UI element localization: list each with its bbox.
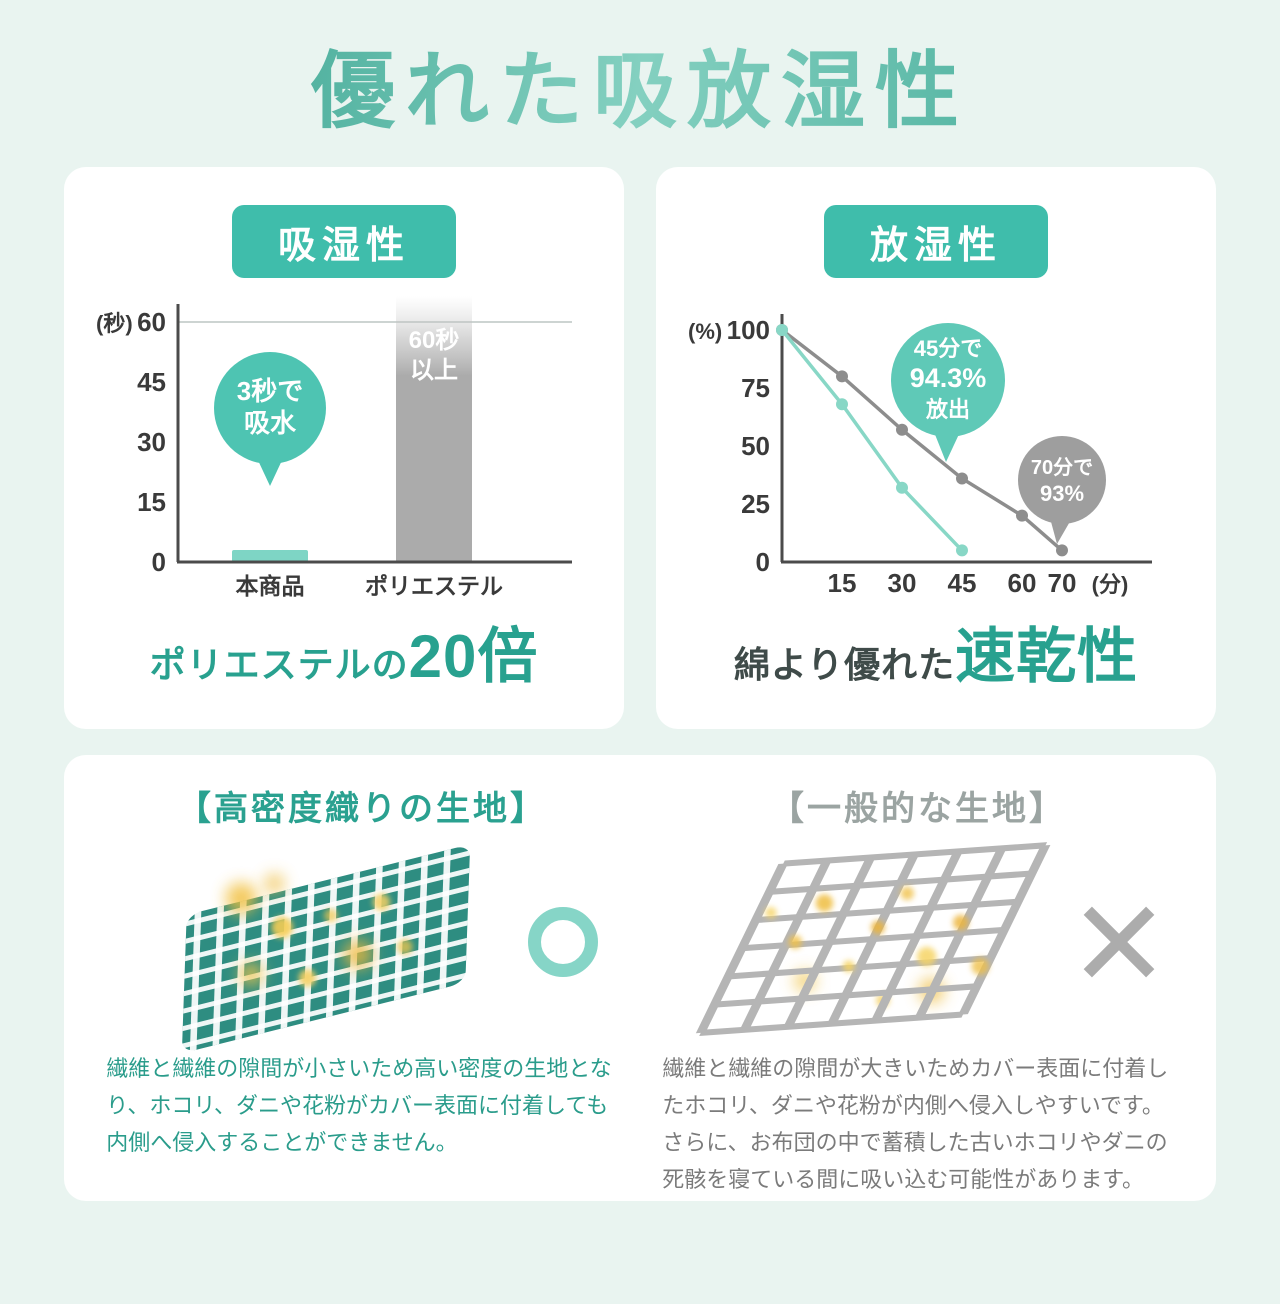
- desorption-caption: 綿より優れた 速乾性: [734, 608, 1138, 695]
- svg-text:本商品: 本商品: [236, 573, 305, 599]
- dense-fabric-heading: 【高密度織りの生地】: [177, 790, 547, 828]
- normal-fabric-heading: 【一般的な生地】: [770, 790, 1066, 828]
- desorption-caption-prefix: 綿より優れた: [733, 644, 956, 685]
- svg-text:以上: 以上: [410, 357, 458, 384]
- svg-text:(分): (分): [1092, 572, 1129, 597]
- svg-text:3秒で: 3秒で: [237, 376, 303, 406]
- normal-fabric-illustration: [695, 842, 1051, 1036]
- svg-text:45分で: 45分で: [914, 336, 982, 361]
- svg-text:60: 60: [1008, 568, 1037, 598]
- svg-text:60: 60: [137, 307, 166, 337]
- absorption-caption: ポリエステルの 20倍: [150, 608, 539, 695]
- svg-text:60秒: 60秒: [409, 327, 460, 354]
- svg-text:93%: 93%: [1040, 481, 1084, 506]
- svg-text:70: 70: [1048, 568, 1077, 598]
- svg-text:94.3%: 94.3%: [910, 363, 987, 393]
- svg-text:15: 15: [137, 487, 166, 517]
- dense-fabric-illustration-row: [126, 833, 598, 1052]
- dense-fabric-column: 【高密度織りの生地】 繊維と繊維の隙間が小さいため高い密度の生地となり、ホコリ、…: [84, 787, 640, 1201]
- svg-text:75: 75: [741, 373, 770, 403]
- normal-fabric-description: 繊維と繊維の隙間が大きいためカバー表面に付着したホコリ、ダニや花粉が内側へ侵入し…: [662, 1056, 1169, 1192]
- dense-fabric-illustration: [181, 847, 470, 1052]
- svg-text:25: 25: [741, 489, 770, 519]
- svg-text:70分で: 70分で: [1031, 456, 1093, 479]
- svg-text:ポリエステル: ポリエステル: [365, 573, 503, 599]
- normal-fabric-column: 【一般的な生地】 繊維と繊維の隙間が大きいためカバー表面に付着したホコリ、ダニや…: [640, 787, 1196, 1201]
- svg-text:30: 30: [137, 427, 166, 457]
- desorption-caption-em: 速乾性: [955, 623, 1139, 690]
- svg-text:15: 15: [828, 568, 857, 598]
- desorption-badge: 放湿性: [823, 205, 1048, 278]
- svg-text:放出: 放出: [925, 397, 970, 422]
- fabric-comparison-card: 【高密度織りの生地】 繊維と繊維の隙間が小さいため高い密度の生地となり、ホコリ、…: [64, 755, 1216, 1201]
- charts-row: 吸湿性 0 15 30 45 60 (秒) 本商品 ポリエステル 60秒 以上 3秒で 吸水 ポリエス…: [64, 167, 1216, 729]
- absorption-card: 吸湿性 0 15 30 45 60 (秒) 本商品 ポリエステル 60秒以上 3秒で 吸水 ポリエス…: [64, 167, 624, 729]
- svg-text:(%): (%): [688, 319, 722, 344]
- svg-text:0: 0: [756, 547, 770, 577]
- ng-cross-icon: [1083, 906, 1155, 978]
- desorption-card: 放湿性 0 25 50 75 100 (%) 15 30 45 60 70 (分) 45分で 94.3% 放…: [656, 167, 1216, 729]
- page-title: 優れた吸放湿性: [0, 24, 1280, 145]
- absorption-caption-em: 20倍: [408, 623, 539, 690]
- svg-text:(秒): (秒): [96, 311, 133, 336]
- absorption-badge: 吸湿性: [231, 205, 456, 278]
- normal-fabric-illustration-row: [678, 833, 1158, 1051]
- svg-text:50: 50: [741, 431, 770, 461]
- svg-text:45: 45: [137, 367, 166, 397]
- ok-circle-icon: [528, 907, 598, 977]
- dense-fabric-description: 繊維と繊維の隙間が小さいため高い密度の生地となり、ホコリ、ダニや花粉がカバー表面…: [106, 1056, 612, 1155]
- svg-text:0: 0: [152, 547, 166, 577]
- absorption-caption-prefix: ポリエステルの: [149, 644, 409, 685]
- svg-text:吸水: 吸水: [244, 408, 297, 438]
- svg-text:100: 100: [727, 315, 770, 345]
- svg-text:45: 45: [948, 568, 977, 598]
- svg-text:30: 30: [888, 568, 917, 598]
